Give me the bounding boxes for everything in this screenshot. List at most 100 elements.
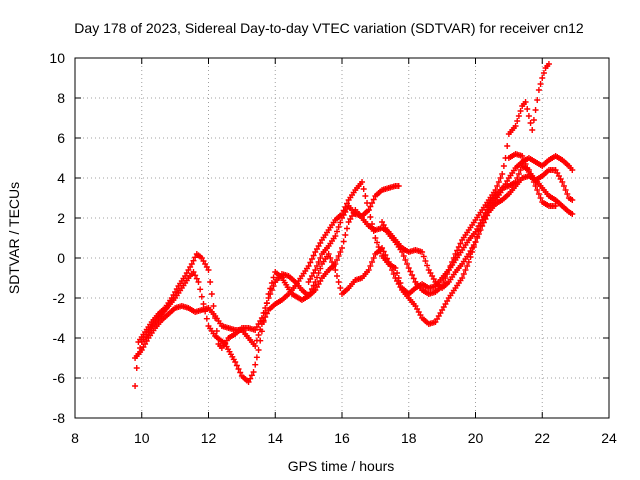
data-point (492, 187, 499, 193)
data-point (514, 118, 521, 124)
data-point (495, 179, 502, 185)
data-point (450, 255, 457, 261)
data-point (372, 235, 379, 241)
data-point (190, 257, 197, 264)
data-point (407, 268, 414, 275)
data-point (369, 259, 376, 265)
data-point (515, 171, 522, 177)
x-tick-label: 8 (71, 430, 79, 446)
data-point (315, 259, 322, 265)
data-point (537, 195, 544, 201)
data-point (464, 263, 471, 269)
x-axis-label: GPS time / hours (288, 458, 395, 474)
series-track-3 (135, 167, 576, 351)
data-point (210, 303, 217, 309)
data-point (395, 275, 402, 281)
data-point (255, 332, 262, 338)
data-point (400, 253, 407, 259)
series-track-4 (305, 183, 402, 285)
data-point (340, 238, 347, 245)
data-point (532, 183, 539, 189)
data-point (332, 261, 339, 267)
data-point (482, 216, 489, 222)
data-point (494, 183, 501, 189)
data-point (532, 107, 539, 113)
data-point (212, 315, 219, 321)
data-point (449, 259, 456, 265)
y-tick-label: -2 (53, 290, 66, 306)
y-tick-label: 10 (49, 50, 65, 66)
data-point (515, 113, 522, 119)
data-point (250, 369, 257, 375)
data-point (520, 157, 527, 163)
data-point (310, 282, 317, 289)
data-point (335, 279, 342, 285)
data-point (535, 87, 542, 93)
data-point (442, 275, 449, 281)
data-point (332, 233, 339, 239)
y-tick-label: 8 (57, 90, 65, 106)
data-point (529, 127, 536, 133)
y-tick-label: 4 (57, 170, 65, 186)
data-point (564, 191, 571, 197)
data-point (253, 354, 260, 361)
data-point (213, 328, 220, 334)
data-point (365, 267, 372, 273)
data-point (327, 255, 334, 261)
data-point (397, 280, 404, 286)
data-point (255, 347, 262, 353)
data-point (203, 315, 210, 322)
data-point (315, 270, 322, 276)
x-tick-label: 12 (201, 430, 217, 446)
data-point (257, 326, 264, 333)
data-point (317, 255, 324, 261)
data-point (335, 224, 342, 230)
data-point (305, 263, 312, 269)
data-point (308, 256, 315, 262)
data-point (248, 372, 255, 379)
data-point (367, 203, 374, 210)
data-point (333, 257, 340, 263)
data-point (195, 279, 202, 285)
data-point (337, 285, 344, 291)
y-tick-label: -4 (53, 330, 66, 346)
data-point (237, 369, 244, 376)
data-point (377, 248, 384, 255)
data-point (252, 343, 259, 349)
data-point (499, 171, 506, 177)
data-point (313, 263, 320, 269)
data-point (409, 272, 416, 278)
y-tick-label: 0 (57, 250, 65, 266)
data-point (197, 286, 204, 293)
data-point (365, 207, 372, 213)
data-point (504, 143, 511, 149)
data-point (539, 75, 546, 81)
data-point (133, 365, 140, 371)
data-point (484, 212, 491, 219)
data-point (190, 269, 197, 275)
data-point (333, 273, 340, 279)
data-point (562, 187, 569, 193)
data-point (530, 117, 537, 123)
data-point (313, 274, 320, 281)
data-point (569, 167, 576, 173)
data-point (457, 240, 464, 247)
series-track-5 (379, 61, 552, 297)
data-point (445, 267, 452, 273)
data-point (369, 200, 376, 206)
plot-frame (74, 57, 610, 419)
data-point (522, 161, 529, 167)
data-point (477, 227, 484, 233)
data-point (337, 249, 344, 255)
data-point (245, 379, 252, 385)
data-point (235, 366, 242, 372)
data-point (535, 191, 542, 197)
data-point (332, 267, 339, 273)
data-point (534, 187, 541, 193)
data-point (460, 271, 467, 277)
data-point (193, 275, 200, 282)
data-point (410, 275, 417, 282)
y-tick-label: 6 (57, 130, 65, 146)
data-point (399, 249, 406, 255)
